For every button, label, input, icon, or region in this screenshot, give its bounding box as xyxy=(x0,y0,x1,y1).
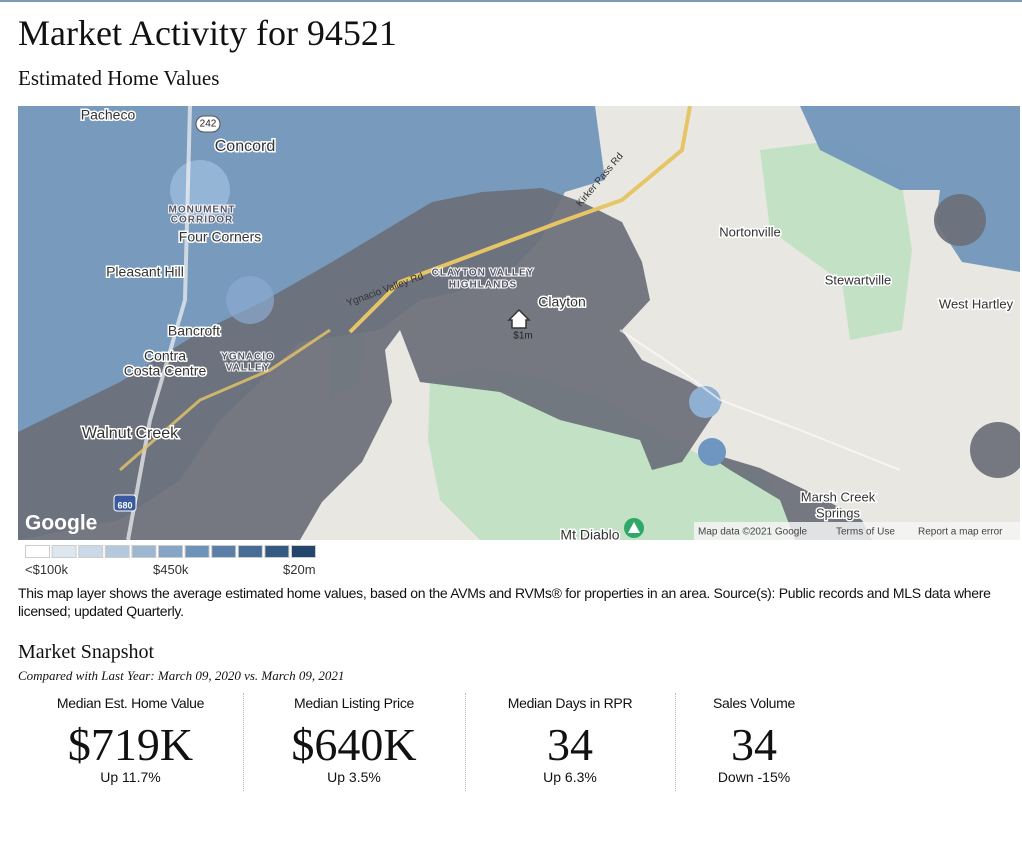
map-label: Pacheco xyxy=(81,107,136,123)
stat-card: Median Days in RPR 34 Up 6.3% xyxy=(465,693,675,791)
legend-label: $20m xyxy=(283,562,316,577)
legend-swatch xyxy=(291,545,316,558)
map-label: Clayton xyxy=(538,294,585,310)
attribution-bar xyxy=(694,522,1020,540)
legend-swatch xyxy=(184,545,210,558)
stat-change: Up 3.5% xyxy=(327,769,381,785)
map-logo: Google xyxy=(25,512,97,535)
map-attribution[interactable]: Terms of Use xyxy=(836,527,895,538)
legend xyxy=(25,545,316,558)
map-label: Pleasant Hill xyxy=(106,264,184,280)
stat-label: Median Days in RPR xyxy=(507,695,633,711)
map-label: YGNACIO xyxy=(221,352,275,363)
map-label: Springs xyxy=(816,505,861,520)
map-label: Marsh Creek xyxy=(801,489,876,504)
stat-label: Median Listing Price xyxy=(293,695,415,711)
stat-label: Median Est. Home Value xyxy=(56,695,205,711)
map-label: Stewartville xyxy=(825,272,891,287)
stat-divider xyxy=(675,693,676,791)
legend-swatch xyxy=(211,545,237,558)
map-label: West Hartley xyxy=(939,296,1014,311)
stat-change: Up 6.3% xyxy=(543,769,597,785)
stat-change: Up 11.7% xyxy=(100,769,161,785)
stat-divider xyxy=(465,693,466,791)
stat-value: $719K xyxy=(67,719,194,770)
map-label: Contra xyxy=(144,348,186,364)
stat-card: Sales Volume 34 Down -15% xyxy=(675,693,833,791)
map-label: 680 xyxy=(117,500,132,510)
map-label: HIGHLANDS xyxy=(449,280,517,291)
stat-value: $640K xyxy=(291,719,417,770)
legend-labels: <$100k $450k $20m xyxy=(25,562,325,578)
map-label: CORRIDOR xyxy=(171,215,233,226)
map-label: Costa Centre xyxy=(124,363,207,379)
legend-label: $450k xyxy=(153,562,189,577)
comparison-note: Compared with Last Year: March 09, 2020 … xyxy=(18,668,345,683)
map-label: 242 xyxy=(200,119,217,130)
roads xyxy=(119,106,901,540)
map-attribution: Map data ©2021 Google xyxy=(698,527,808,538)
stat-card: Median Listing Price $640K Up 3.5% xyxy=(243,693,465,791)
legend-swatch xyxy=(104,545,130,558)
description: This map layer shows the average estimat… xyxy=(18,585,991,619)
map-label: Four Corners xyxy=(179,229,261,245)
map-markers xyxy=(113,115,644,538)
stat-label: Sales Volume xyxy=(712,695,795,711)
legend-swatch xyxy=(25,545,50,558)
stat-card: Median Est. Home Value $719K Up 11.7% xyxy=(18,693,243,791)
stat-value: 34 xyxy=(731,719,777,770)
map-label: Mt Diablo xyxy=(560,527,619,540)
legend-swatch xyxy=(158,545,183,558)
legend-swatch xyxy=(51,545,77,558)
map-label: VALLEY xyxy=(226,363,271,374)
map-label: Concord xyxy=(215,138,275,155)
section-title: Market Snapshot xyxy=(18,641,155,663)
subtitle: Estimated Home Values xyxy=(18,66,220,90)
stat-change: Down -15% xyxy=(717,769,791,785)
legend-label: <$100k xyxy=(25,562,69,577)
map-label: MONUMENT xyxy=(169,205,236,216)
stat-divider xyxy=(243,693,244,791)
map-label: Bancroft xyxy=(168,323,220,339)
map-label: Nortonville xyxy=(719,224,780,239)
map-label: $1m xyxy=(513,331,532,342)
map-label: Walnut Creek xyxy=(82,425,179,442)
legend-swatch xyxy=(264,545,290,558)
stat-value: 34 xyxy=(547,719,593,770)
page-title: Market Activity for 94521 xyxy=(18,13,397,53)
map-attribution[interactable]: Report a map error xyxy=(918,527,1003,538)
legend-swatch xyxy=(78,545,104,558)
map-label: CLAYTON VALLEY xyxy=(432,268,535,279)
top-rule xyxy=(0,0,1022,2)
legend-swatch xyxy=(237,545,263,558)
legend-swatch xyxy=(131,545,157,558)
